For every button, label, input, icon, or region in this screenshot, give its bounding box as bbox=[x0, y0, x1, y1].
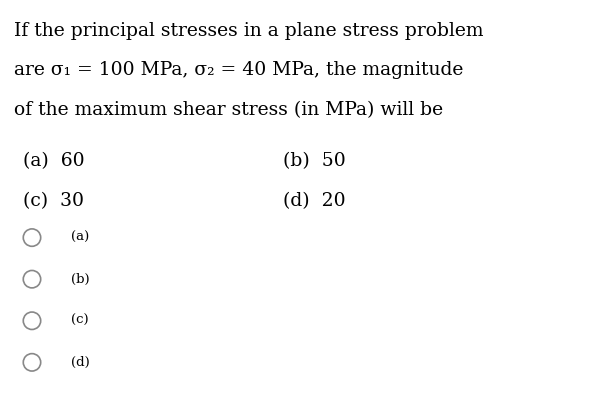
Text: (c)  30: (c) 30 bbox=[23, 192, 84, 210]
Text: of the maximum shear stress (in MPa) will be: of the maximum shear stress (in MPa) wil… bbox=[14, 101, 443, 119]
Text: are σ₁ = 100 MPa, σ₂ = 40 MPa, the magnitude: are σ₁ = 100 MPa, σ₂ = 40 MPa, the magni… bbox=[14, 61, 463, 79]
Text: If the principal stresses in a plane stress problem: If the principal stresses in a plane str… bbox=[14, 22, 483, 40]
Text: (c): (c) bbox=[71, 314, 89, 327]
Text: (b): (b) bbox=[71, 273, 89, 286]
Text: (a)  60: (a) 60 bbox=[23, 152, 85, 170]
Text: (d)  20: (d) 20 bbox=[283, 192, 346, 210]
Text: (d): (d) bbox=[71, 356, 89, 369]
Text: (a): (a) bbox=[71, 231, 89, 244]
Text: (b)  50: (b) 50 bbox=[283, 152, 346, 170]
